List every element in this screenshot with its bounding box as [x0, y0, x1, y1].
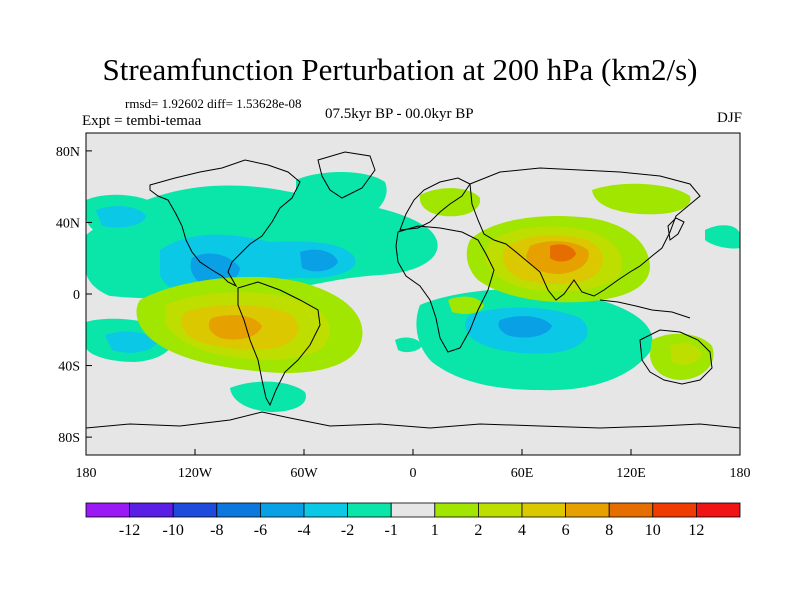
- colorbar-label: -2: [341, 522, 354, 539]
- period-label: 07.5kyr BP - 00.0kyr BP: [325, 106, 474, 122]
- x-tick-label: 60W: [290, 466, 318, 481]
- coastline-africa: [395, 225, 495, 353]
- colorbar-label: 12: [688, 522, 704, 539]
- anomaly-s-atlantic-east: [448, 296, 484, 314]
- coastline-australia: [639, 329, 713, 385]
- x-tick-label: 180: [730, 466, 751, 481]
- anomaly-s-pacific-core: [208, 314, 262, 340]
- colorbar-label: 10: [645, 522, 661, 539]
- colorbar-box: [216, 502, 261, 518]
- map-title: Streamfunction Perturbation at 200 hPa (…: [102, 52, 698, 87]
- coastline-indonesia: [599, 299, 691, 319]
- coastline-japan: [667, 217, 685, 241]
- anomaly-n-africa: [419, 188, 481, 217]
- anomaly-n-pacific-core: [96, 206, 146, 228]
- colorbar-box: [652, 502, 697, 518]
- colorbar-box: [129, 502, 174, 518]
- colorbar-box: [477, 502, 523, 518]
- colorbar-label: 6: [562, 522, 570, 539]
- colorbar-box: [434, 502, 479, 518]
- coastline-greenland: [317, 151, 376, 199]
- coastlines: [86, 151, 740, 429]
- coastline-south-america: [237, 281, 321, 407]
- x-tick-label: 120W: [178, 466, 213, 481]
- colorbar-label: 1: [431, 522, 439, 539]
- colorbar-label: 2: [474, 522, 482, 539]
- y-tick-label: 40S: [58, 360, 80, 375]
- anomaly-s-south-america: [230, 381, 306, 412]
- anomaly-australia-core: [670, 343, 702, 365]
- anomaly-asia-max: [550, 244, 576, 262]
- experiment-label: Expt = tembi-temaa: [82, 113, 202, 129]
- coastline-north-america: [149, 159, 301, 288]
- colorbar-label: -6: [254, 522, 267, 539]
- season-label: DJF: [716, 110, 742, 126]
- anomaly-s-pacific-west-core: [105, 331, 158, 353]
- x-tick-label: 120E: [616, 466, 646, 481]
- colorbar-box: [85, 502, 130, 518]
- colorbar-box: [303, 502, 348, 518]
- anomaly-tropics-atlantic: [395, 337, 422, 353]
- colorbar-box: [565, 502, 610, 518]
- x-tick-label: 180: [76, 466, 97, 481]
- colorbar-label: 4: [518, 522, 526, 539]
- anomaly-austral: [705, 225, 740, 249]
- colorbar-box: [259, 502, 305, 518]
- colorbar-box: [521, 502, 566, 518]
- coastline-asia: [469, 167, 701, 301]
- colorbar-label: -10: [163, 522, 184, 539]
- field-anomalies: [86, 172, 740, 412]
- colorbar-label: -1: [385, 522, 398, 539]
- y-tick-label: 80N: [56, 145, 80, 160]
- colorbar-label: -12: [119, 522, 140, 539]
- colorbar: -12 -10 -8 -6 -4 -2 -1 1 2 4 6 8 10 12: [85, 502, 741, 539]
- colorbar-box: [172, 502, 218, 518]
- y-tick-label: 80S: [58, 431, 80, 446]
- x-axis-ticks: 180 120W 60W 0 60E 120E 180: [76, 449, 751, 481]
- colorbar-label: -8: [210, 522, 223, 539]
- coastline-antarctica: [86, 411, 740, 429]
- colorbar-label: -4: [297, 522, 310, 539]
- anomaly-n-atlantic-core2: [300, 249, 338, 272]
- x-tick-label: 60E: [511, 466, 534, 481]
- colorbar-box: [696, 502, 741, 518]
- colorbar-label: 8: [605, 522, 613, 539]
- rmsd-diff-text: rmsd= 1.92602 diff= 1.53628e-08: [125, 96, 302, 111]
- y-tick-label: 40N: [56, 216, 80, 231]
- x-tick-label: 0: [410, 466, 417, 481]
- colorbar-box: [608, 502, 654, 518]
- y-axis-ticks: 80N 40N 0 40S 80S: [56, 145, 92, 446]
- colorbar-box: [347, 502, 392, 518]
- anomaly-n-asia: [592, 183, 691, 215]
- colorbar-box: [390, 502, 436, 518]
- y-tick-label: 0: [73, 288, 80, 303]
- anomaly-s-indian-core: [498, 316, 552, 338]
